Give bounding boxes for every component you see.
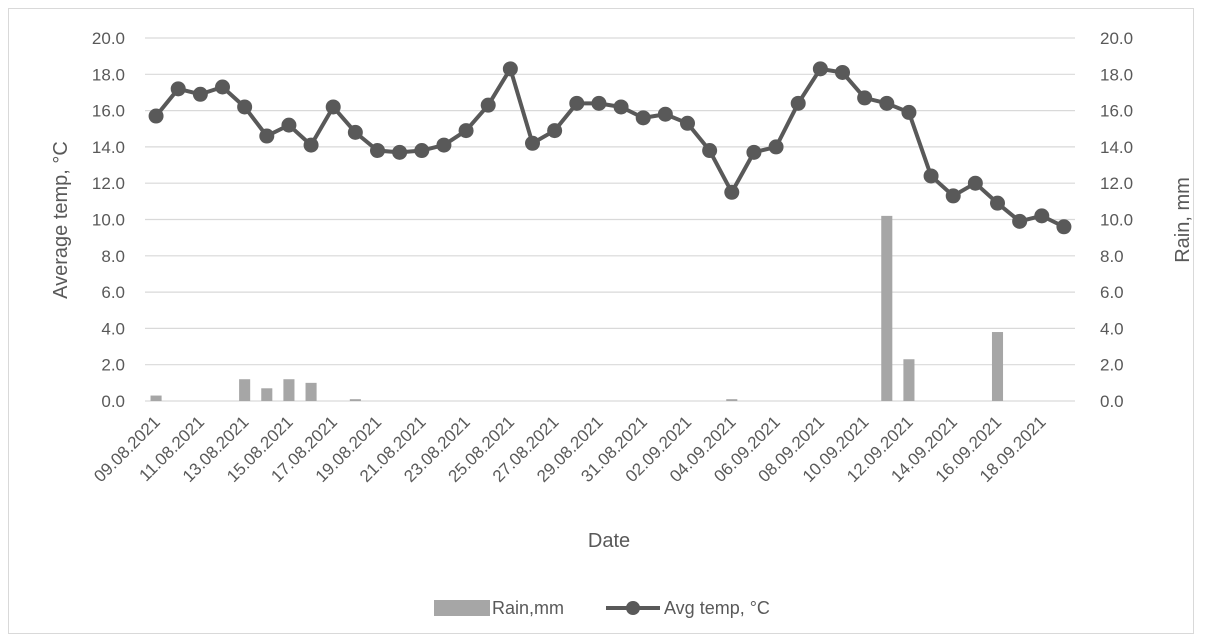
temp-point (990, 195, 1005, 211)
y-left-tick-label: 8.0 (101, 247, 125, 266)
temp-point (1056, 219, 1072, 235)
y-right-tick-label: 14.0 (1100, 138, 1133, 157)
y-axis-right-title: Rain, mm (1172, 177, 1194, 263)
temp-point (436, 137, 452, 153)
y-left-tick-label: 16.0 (92, 102, 125, 121)
temp-point (237, 99, 253, 115)
chart-frame (8, 8, 1194, 634)
temp-point (591, 95, 607, 111)
y-right-tick-label: 20.0 (1100, 29, 1133, 48)
rain-bar (261, 388, 273, 401)
y-left-tick-label: 0.0 (101, 392, 125, 411)
temp-point (967, 175, 983, 191)
y-right-tick-label: 12.0 (1100, 174, 1133, 193)
temp-point (303, 137, 319, 153)
temp-point (923, 168, 939, 184)
legend: Rain,mm Avg temp, °C (434, 598, 770, 618)
y-right-tick-label: 18.0 (1100, 65, 1133, 84)
temp-point (613, 99, 629, 115)
temp-line (154, 66, 1065, 229)
x-axis-ticks: 09.08.202111.08.202113.08.202115.08.2021… (90, 412, 1049, 486)
legend-temp-label: Avg temp, °C (664, 598, 770, 618)
temp-point (1012, 213, 1028, 229)
y-right-tick-label: 10.0 (1100, 211, 1133, 230)
temp-point (281, 117, 297, 133)
y-left-tick-label: 20.0 (92, 29, 125, 48)
y-right-tick-label: 0.0 (1100, 392, 1124, 411)
temp-point (547, 123, 563, 139)
temp-point (945, 188, 961, 204)
temp-point (680, 115, 695, 131)
temp-line-layer (148, 61, 1072, 235)
temp-point (392, 144, 408, 160)
temp-point (702, 143, 718, 159)
y-right-tick-label: 2.0 (1100, 356, 1124, 375)
left-axis-ticks: 0.0 2.0 4.0 6.0 8.0 10.0 12.0 14.0 16.0 18.0 20.0 (92, 29, 125, 411)
gridlines (145, 37, 1075, 402)
y-left-tick-label: 18.0 (92, 65, 125, 84)
rain-bar (881, 215, 893, 401)
y-right-tick-label: 8.0 (1100, 247, 1124, 266)
rain-bar (305, 382, 317, 401)
temp-point (768, 139, 784, 155)
temp-point (502, 61, 518, 77)
y-left-tick-label: 10.0 (92, 211, 125, 230)
rain-bars (150, 215, 1004, 401)
temp-point (790, 95, 806, 111)
rain-bar (283, 379, 295, 401)
y-right-tick-label: 6.0 (1100, 283, 1124, 302)
temp-point (170, 81, 186, 97)
temp-point (569, 95, 585, 111)
temp-point (746, 144, 762, 160)
rain-bar (150, 395, 162, 401)
temp-point (812, 61, 828, 77)
y-left-tick-label: 6.0 (101, 283, 125, 302)
rain-bar (239, 379, 251, 401)
rain-bar (903, 359, 915, 401)
y-right-tick-label: 4.0 (1100, 319, 1124, 338)
temp-point (215, 79, 230, 95)
y-right-tick-label: 16.0 (1100, 102, 1133, 121)
temp-point (635, 110, 651, 126)
rain-bar (349, 399, 361, 401)
temp-point (370, 143, 385, 159)
temp-point (148, 108, 164, 124)
y-left-tick-label: 4.0 (101, 319, 125, 338)
legend-rain-label: Rain,mm (492, 598, 564, 618)
legend-rain-swatch (434, 600, 490, 616)
y-axis-left-title: Average temp, °C (50, 141, 72, 299)
temp-point (347, 124, 363, 140)
temp-point (259, 128, 275, 144)
temp-point (901, 104, 917, 120)
y-left-tick-label: 12.0 (92, 174, 125, 193)
temp-point (724, 184, 740, 200)
x-axis-title: Date (588, 530, 630, 552)
temp-point (525, 135, 540, 151)
temp-point (857, 90, 873, 106)
temp-point (458, 123, 474, 139)
y-left-tick-label: 2.0 (101, 356, 125, 375)
temp-point (1034, 208, 1050, 224)
y-left-tick-label: 14.0 (92, 138, 125, 157)
temp-point (835, 64, 850, 80)
rain-bar (991, 332, 1004, 401)
temp-point (480, 97, 496, 113)
temp-point (414, 143, 430, 159)
rain-bar (726, 399, 738, 401)
temp-point (192, 86, 208, 102)
temp-point (879, 95, 895, 111)
legend-temp-marker (626, 601, 640, 615)
right-axis-ticks: 0.0 2.0 4.0 6.0 8.0 10.0 12.0 14.0 16.0 18.0 20.0 (1100, 29, 1133, 411)
temp-point (325, 99, 341, 115)
temp-point (657, 106, 673, 122)
